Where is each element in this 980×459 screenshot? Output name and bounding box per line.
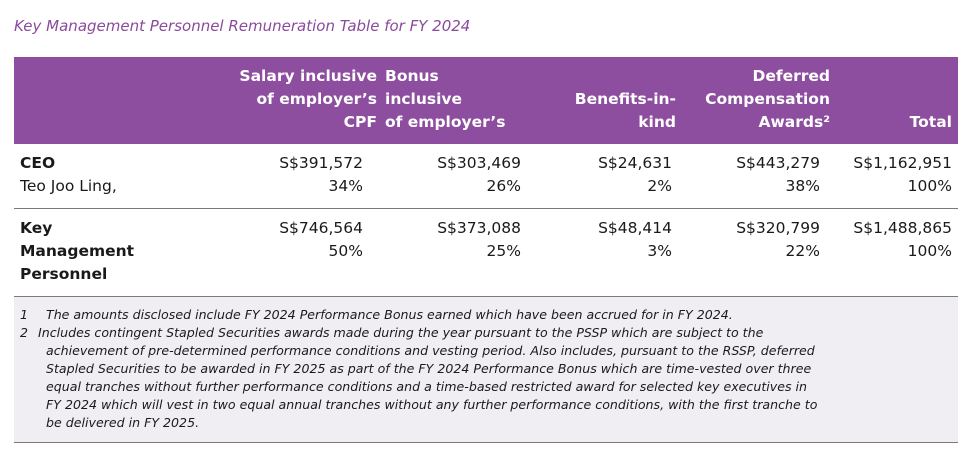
row-name-person: Teo Joo Ling,	[20, 177, 117, 195]
header-salary-line: of employer’s	[256, 90, 377, 108]
header-bonus-line: Bonus	[385, 67, 439, 85]
remuneration-table: Salary inclusive of employer’s CPF Bonus…	[14, 57, 958, 297]
header-benefits-line: Benefits-in-	[574, 90, 676, 108]
header-deferred-line: Compensation	[705, 90, 830, 108]
footnote-line: achievement of pre-determined performanc…	[46, 343, 815, 358]
header-deferred-line: Deferred	[752, 67, 830, 85]
cell-bonus: S$373,088 25%	[385, 217, 521, 263]
row-name-line: Personnel	[20, 265, 108, 283]
cell-percent: 50%	[328, 242, 363, 260]
cell-percent: 38%	[785, 177, 820, 195]
cell-salary: S$391,572 34%	[219, 152, 363, 198]
cell-percent: 22%	[785, 242, 820, 260]
cell-total: S$1,162,951 100%	[834, 152, 952, 198]
header-bonus: Bonus inclusive of employer’s	[385, 65, 545, 134]
cell-percent: 100%	[907, 242, 952, 260]
footnote-number: 2	[20, 325, 29, 340]
cell-percent: 25%	[486, 242, 521, 260]
footnote-line: The amounts disclosed include FY 2024 Pe…	[46, 307, 733, 322]
header-total-line: Total	[909, 113, 952, 131]
table-header: Salary inclusive of employer’s CPF Bonus…	[14, 57, 958, 144]
header-salary: Salary inclusive of employer’s CPF	[219, 65, 377, 134]
header-bonus-line: of employer’s	[385, 113, 506, 131]
cell-amount: S$48,414	[598, 219, 672, 237]
row-name-line: Key	[20, 219, 53, 237]
header-deferred-line: Awards²	[758, 113, 830, 131]
footnote-line: be delivered in FY 2025.	[46, 415, 200, 430]
header-deferred: Deferred Compensation Awards²	[684, 65, 830, 134]
row-name-title: CEO	[20, 154, 56, 172]
table-row: Key Management Personnel S$746,564 50% S…	[14, 209, 958, 297]
cell-amount: S$24,631	[598, 154, 672, 172]
cell-percent: 34%	[328, 177, 363, 195]
footnote-text: The amounts disclosed include FY 2024 Pe…	[46, 306, 926, 324]
cell-deferred: S$320,799 22%	[684, 217, 820, 263]
row-name-line: Management	[20, 242, 135, 260]
header-benefits: Benefits-in- kind	[549, 88, 676, 134]
cell-percent: 100%	[907, 177, 952, 195]
cell-amount: S$303,469	[437, 154, 521, 172]
footnote-number: 1	[20, 307, 29, 322]
cell-bonus: S$303,469 26%	[385, 152, 521, 198]
cell-deferred: S$443,279 38%	[684, 152, 820, 198]
footnotes: 1 The amounts disclosed include FY 2024 …	[14, 297, 958, 443]
header-total: Total	[844, 111, 952, 134]
cell-amount: S$391,572	[279, 154, 363, 172]
cell-amount: S$746,564	[279, 219, 363, 237]
table-caption: Key Management Personnel Remuneration Ta…	[14, 17, 471, 35]
footnote-text: Includes contingent Stapled Securities a…	[38, 324, 918, 432]
table-row: CEO Teo Joo Ling, S$391,572 34% S$303,46…	[14, 144, 958, 209]
header-bonus-line: inclusive	[385, 90, 463, 108]
cell-percent: 3%	[647, 242, 672, 260]
footnote-line: FY 2024 which will vest in two equal ann…	[46, 397, 818, 412]
cell-total: S$1,488,865 100%	[834, 217, 952, 263]
cell-salary: S$746,564 50%	[219, 217, 363, 263]
footnote-line: Stapled Securities to be awarded in FY 2…	[46, 361, 812, 376]
cell-benefits: S$48,414 3%	[549, 217, 672, 263]
cell-percent: 2%	[647, 177, 672, 195]
cell-percent: 26%	[486, 177, 521, 195]
header-salary-line: CPF	[343, 113, 377, 131]
cell-benefits: S$24,631 2%	[549, 152, 672, 198]
header-benefits-line: kind	[638, 113, 676, 131]
header-salary-line: Salary inclusive	[239, 67, 377, 85]
row-name: Key Management Personnel	[20, 217, 134, 286]
footnote-line: equal tranches without further performan…	[46, 379, 808, 394]
cell-amount: S$1,488,865	[853, 219, 952, 237]
cell-amount: S$320,799	[736, 219, 820, 237]
cell-amount: S$373,088	[437, 219, 521, 237]
footnote-line: Includes contingent Stapled Securities a…	[38, 325, 764, 340]
cell-amount: S$443,279	[736, 154, 820, 172]
cell-amount: S$1,162,951	[853, 154, 952, 172]
row-name: CEO Teo Joo Ling,	[20, 152, 117, 198]
